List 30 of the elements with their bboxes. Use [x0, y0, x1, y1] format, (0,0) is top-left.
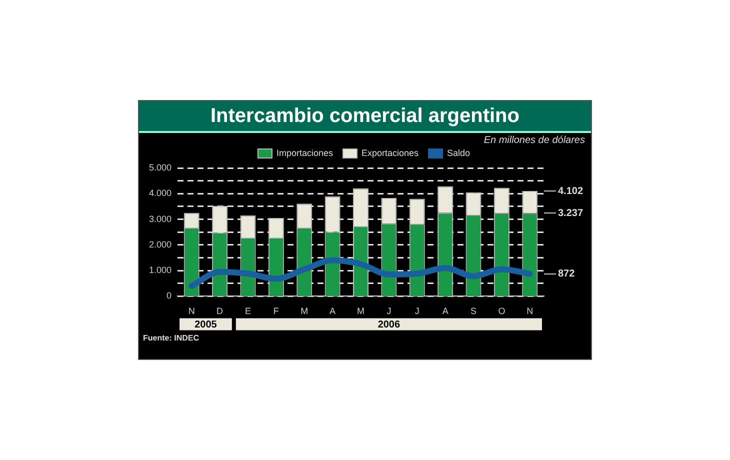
y-tick-label: 1.000: [148, 265, 172, 276]
text: 2005: [194, 319, 218, 330]
x-tick-label: M: [357, 306, 364, 316]
x-tick-label: J: [414, 306, 420, 316]
x-tick-label: A: [442, 306, 448, 316]
chart-title: Intercambio comercial argentino: [139, 101, 591, 133]
text: 2006: [378, 319, 400, 330]
legend-label: Importaciones: [276, 148, 334, 158]
x-tick-label: N: [188, 306, 195, 316]
x-tick-label: M: [300, 306, 308, 316]
x-tick-label: F: [273, 306, 280, 316]
y-tick-label: 2.000: [148, 239, 172, 250]
x-tick-label: S: [470, 306, 477, 316]
y2-tick-label: 872: [558, 268, 576, 280]
x-tick-label: N: [526, 306, 534, 316]
y-tick-label: 3.000: [148, 214, 172, 224]
source-note: Fuente: INDEC: [143, 333, 200, 342]
y2-tick-label: 4.102: [558, 186, 584, 197]
y-tick-label: 0: [166, 290, 172, 301]
chart-subtitle: En millones de dólares: [484, 134, 585, 146]
x-tick-label: O: [498, 306, 506, 316]
x-tick-label: J: [386, 306, 392, 316]
y2-tick-label: 3.237: [558, 208, 584, 219]
legend-label: Saldo: [447, 148, 470, 158]
legend-label: Exportaciones: [361, 148, 420, 158]
y-tick-label: 4.000: [148, 188, 172, 198]
x-tick-label: D: [216, 306, 224, 316]
x-tick-label: E: [244, 306, 251, 316]
y-tick-label: 5.000: [148, 162, 172, 172]
x-tick-label: A: [330, 306, 336, 316]
